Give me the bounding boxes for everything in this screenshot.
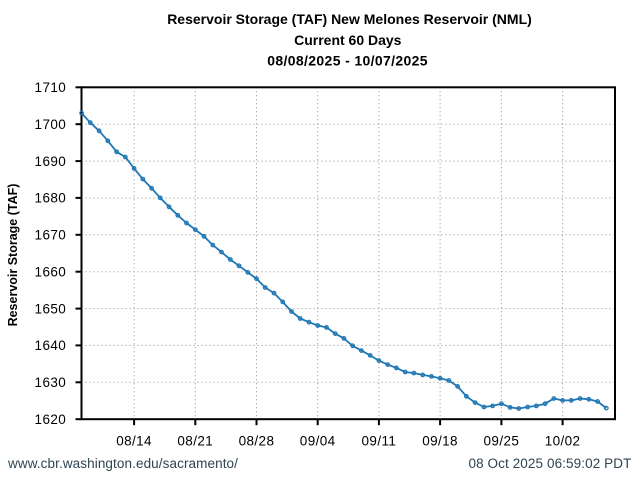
- svg-text:Reservoir Storage (TAF) New Me: Reservoir Storage (TAF) New Melones Rese…: [167, 11, 532, 27]
- svg-text:1710: 1710: [35, 80, 67, 95]
- svg-text:09/25: 09/25: [484, 434, 520, 449]
- svg-text:08/28: 08/28: [239, 434, 275, 449]
- svg-text:Current 60 Days: Current 60 Days: [294, 32, 402, 48]
- svg-text:10/02: 10/02: [545, 434, 581, 449]
- svg-text:1650: 1650: [35, 301, 67, 316]
- svg-text:1640: 1640: [35, 338, 67, 353]
- svg-text:1630: 1630: [35, 375, 67, 390]
- svg-text:08/08/2025 - 10/07/2025: 08/08/2025 - 10/07/2025: [267, 53, 428, 69]
- svg-text:08 Oct 2025 06:59:02 PDT: 08 Oct 2025 06:59:02 PDT: [468, 456, 631, 471]
- svg-text:09/04: 09/04: [300, 434, 336, 449]
- svg-text:1620: 1620: [35, 412, 67, 427]
- svg-text:08/14: 08/14: [116, 434, 152, 449]
- svg-text:Reservoir Storage (TAF): Reservoir Storage (TAF): [6, 184, 20, 327]
- svg-text:09/11: 09/11: [362, 434, 397, 449]
- svg-text:1660: 1660: [35, 264, 67, 279]
- svg-text:1690: 1690: [35, 154, 67, 169]
- svg-text:1700: 1700: [35, 117, 67, 132]
- svg-text:08/21: 08/21: [177, 434, 213, 449]
- svg-text:1670: 1670: [35, 228, 67, 243]
- svg-text:www.cbr.washington.edu/sacrame: www.cbr.washington.edu/sacramento/: [7, 456, 238, 471]
- svg-text:1680: 1680: [35, 191, 67, 206]
- svg-text:09/18: 09/18: [422, 434, 458, 449]
